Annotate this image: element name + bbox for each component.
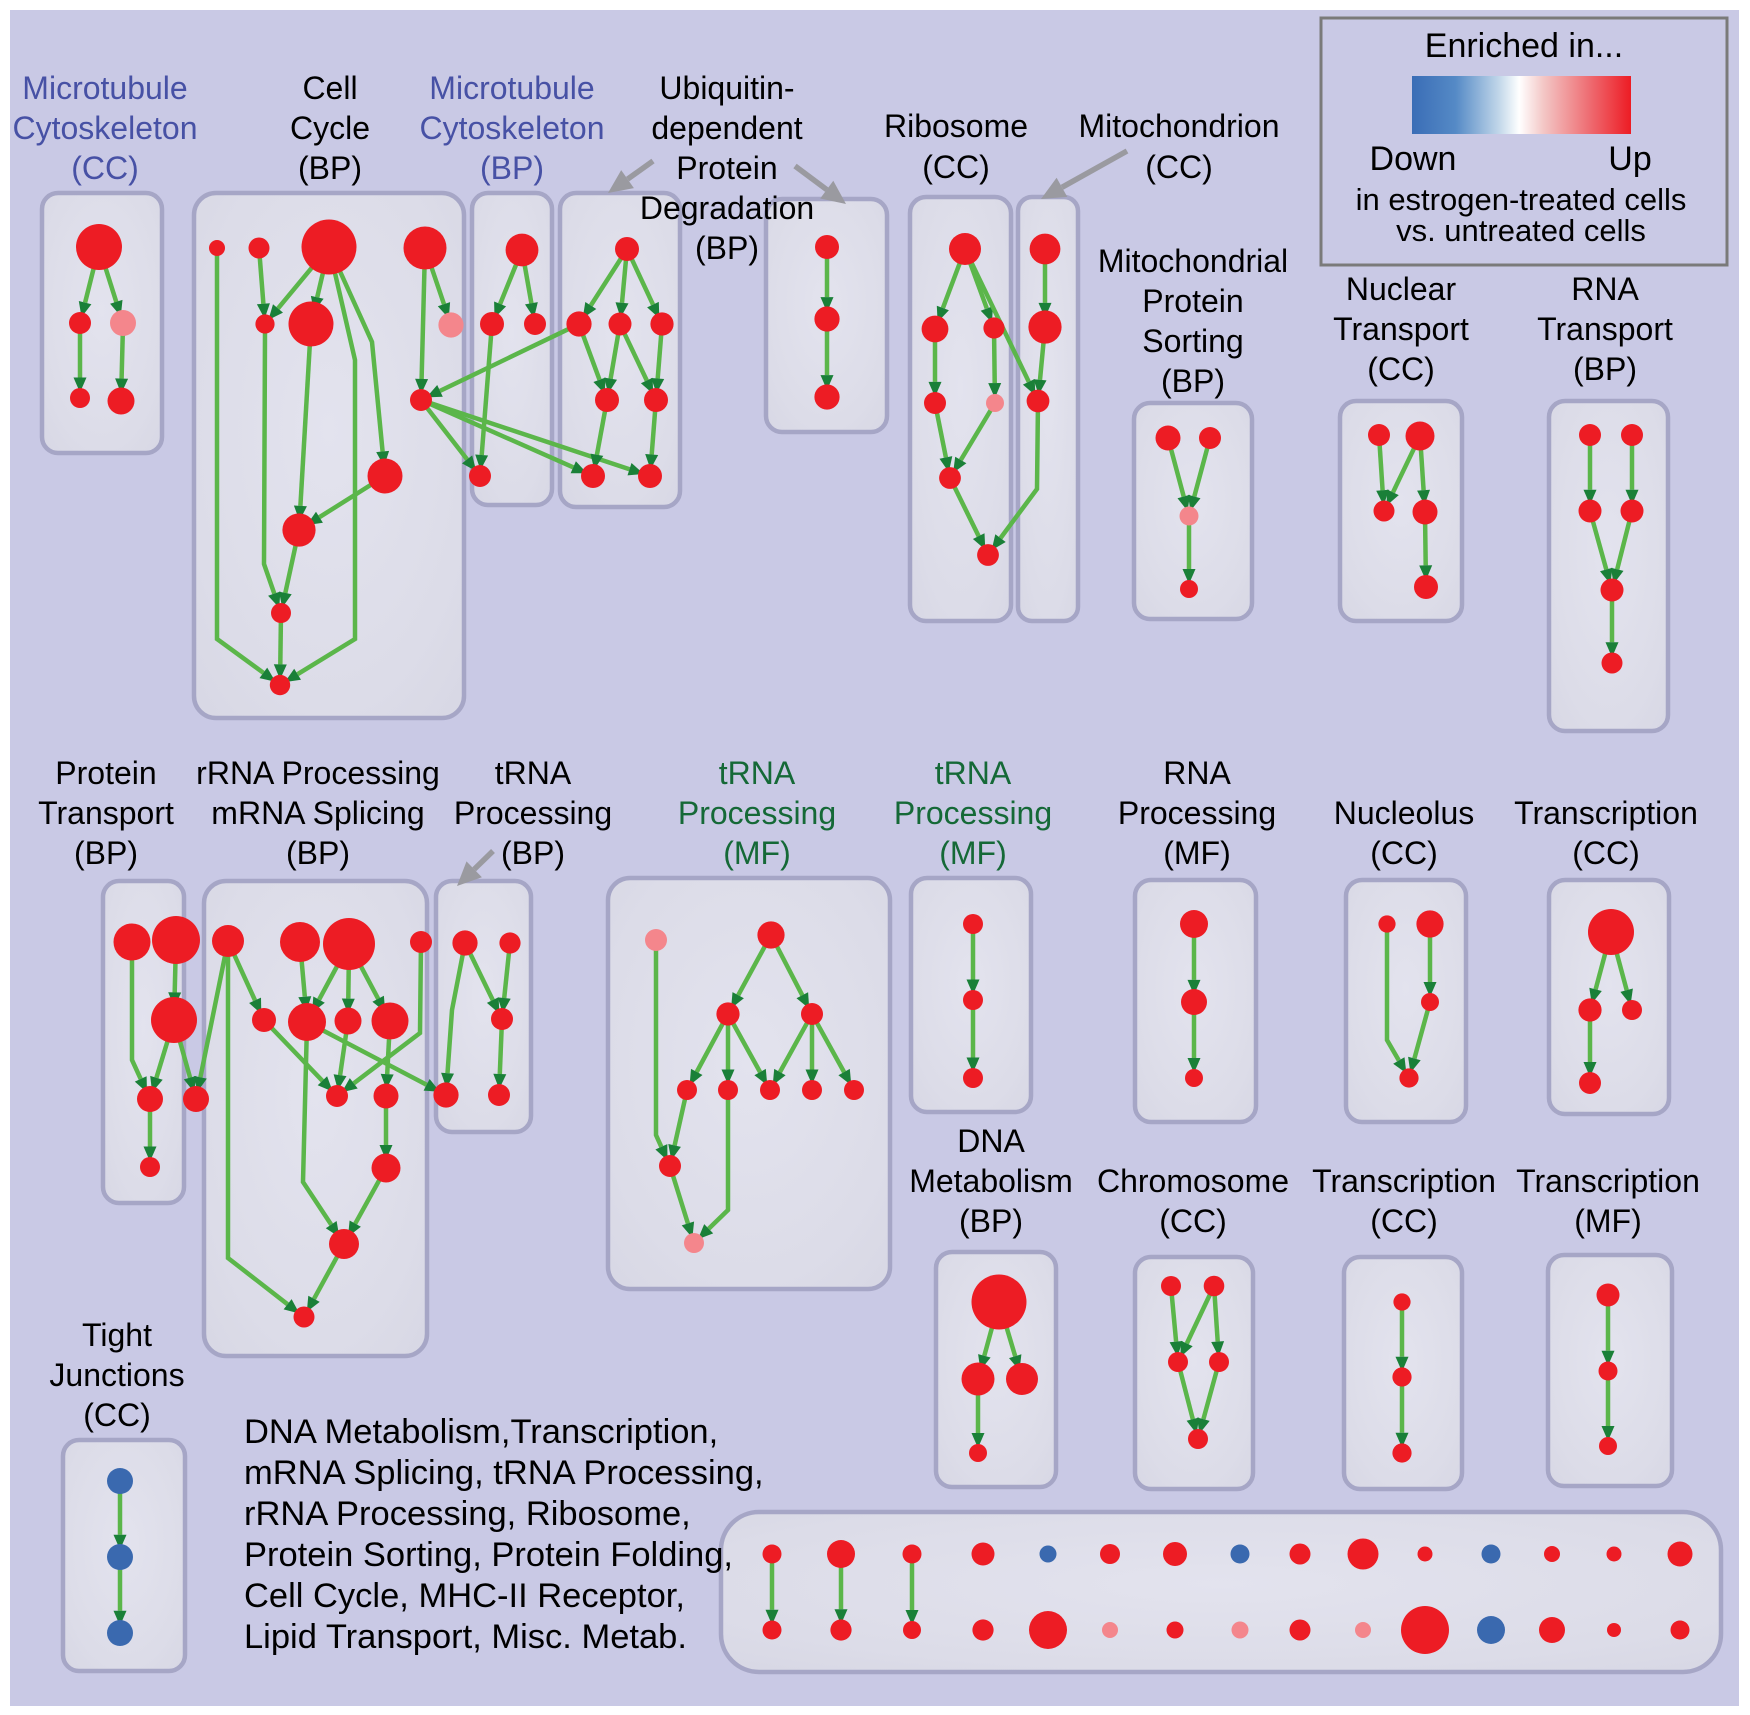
svg-text:(MF): (MF) bbox=[723, 835, 791, 871]
svg-text:DNA: DNA bbox=[957, 1123, 1025, 1159]
svg-text:(BP): (BP) bbox=[298, 150, 362, 186]
svg-text:Protein: Protein bbox=[676, 150, 777, 186]
svg-text:Enriched in...: Enriched in... bbox=[1425, 27, 1623, 65]
svg-text:(CC): (CC) bbox=[1370, 835, 1438, 871]
svg-text:mRNA Splicing: mRNA Splicing bbox=[211, 795, 424, 831]
svg-text:(CC): (CC) bbox=[1572, 835, 1640, 871]
svg-text:Transport: Transport bbox=[1537, 311, 1673, 347]
svg-text:(CC): (CC) bbox=[1145, 149, 1213, 185]
svg-text:Protein: Protein bbox=[1142, 283, 1243, 319]
svg-text:Transcription: Transcription bbox=[1516, 1163, 1700, 1199]
svg-text:Lipid Transport, Misc. Metab.: Lipid Transport, Misc. Metab. bbox=[244, 1618, 687, 1656]
svg-text:Microtubule: Microtubule bbox=[22, 70, 187, 106]
svg-text:Processing: Processing bbox=[1118, 795, 1276, 831]
svg-text:Transport: Transport bbox=[38, 795, 174, 831]
svg-text:Microtubule: Microtubule bbox=[429, 70, 594, 106]
svg-text:rRNA Processing: rRNA Processing bbox=[196, 755, 440, 791]
svg-text:Mitochondrial: Mitochondrial bbox=[1098, 243, 1288, 279]
svg-text:Nuclear: Nuclear bbox=[1346, 271, 1457, 307]
svg-text:(CC): (CC) bbox=[1159, 1203, 1227, 1239]
svg-text:in estrogen-treated cells: in estrogen-treated cells bbox=[1356, 182, 1687, 217]
svg-text:(MF): (MF) bbox=[939, 835, 1007, 871]
svg-text:(BP): (BP) bbox=[695, 230, 759, 266]
svg-text:(CC): (CC) bbox=[1367, 351, 1435, 387]
svg-text:(BP): (BP) bbox=[1573, 351, 1637, 387]
svg-text:(BP): (BP) bbox=[74, 835, 138, 871]
svg-text:Metabolism: Metabolism bbox=[909, 1163, 1073, 1199]
svg-text:tRNA: tRNA bbox=[719, 755, 796, 791]
svg-text:(CC): (CC) bbox=[922, 149, 990, 185]
svg-text:vs. untreated cells: vs. untreated cells bbox=[1396, 213, 1646, 248]
svg-text:Sorting: Sorting bbox=[1142, 323, 1243, 359]
svg-text:Processing: Processing bbox=[678, 795, 836, 831]
svg-text:tRNA: tRNA bbox=[935, 755, 1012, 791]
svg-text:(CC): (CC) bbox=[83, 1397, 151, 1433]
svg-text:Mitochondrion: Mitochondrion bbox=[1079, 108, 1280, 144]
svg-text:(MF): (MF) bbox=[1163, 835, 1231, 871]
svg-text:Processing: Processing bbox=[894, 795, 1052, 831]
svg-text:Processing: Processing bbox=[454, 795, 612, 831]
svg-text:Nucleolus: Nucleolus bbox=[1334, 795, 1475, 831]
svg-text:Cytoskeleton: Cytoskeleton bbox=[420, 110, 605, 146]
svg-text:Protein: Protein bbox=[55, 755, 156, 791]
svg-text:Ubiquitin-: Ubiquitin- bbox=[659, 70, 794, 106]
svg-text:(BP): (BP) bbox=[286, 835, 350, 871]
svg-text:Cycle: Cycle bbox=[290, 110, 370, 146]
svg-text:RNA: RNA bbox=[1571, 271, 1639, 307]
svg-text:Tight: Tight bbox=[82, 1317, 152, 1353]
svg-text:Transport: Transport bbox=[1333, 311, 1469, 347]
svg-text:(CC): (CC) bbox=[1370, 1203, 1438, 1239]
svg-text:DNA Metabolism,Transcription,: DNA Metabolism,Transcription, bbox=[244, 1413, 718, 1451]
svg-text:(CC): (CC) bbox=[71, 150, 139, 186]
svg-text:Chromosome: Chromosome bbox=[1097, 1163, 1289, 1199]
svg-text:Up: Up bbox=[1608, 140, 1651, 178]
svg-text:RNA: RNA bbox=[1163, 755, 1231, 791]
svg-text:(BP): (BP) bbox=[1161, 363, 1225, 399]
svg-text:Down: Down bbox=[1370, 140, 1457, 178]
svg-text:tRNA: tRNA bbox=[495, 755, 572, 791]
svg-text:Transcription: Transcription bbox=[1514, 795, 1698, 831]
svg-text:(MF): (MF) bbox=[1574, 1203, 1642, 1239]
svg-text:(BP): (BP) bbox=[480, 150, 544, 186]
svg-text:mRNA Splicing, tRNA Processing: mRNA Splicing, tRNA Processing, bbox=[244, 1454, 764, 1492]
svg-text:(BP): (BP) bbox=[501, 835, 565, 871]
svg-text:Transcription: Transcription bbox=[1312, 1163, 1496, 1199]
svg-text:Cell: Cell bbox=[302, 70, 357, 106]
svg-text:rRNA Processing, Ribosome,: rRNA Processing, Ribosome, bbox=[244, 1495, 691, 1533]
svg-text:Junctions: Junctions bbox=[49, 1357, 184, 1393]
svg-text:Degradation: Degradation bbox=[640, 190, 814, 226]
svg-text:Cytoskeleton: Cytoskeleton bbox=[13, 110, 198, 146]
svg-text:Ribosome: Ribosome bbox=[884, 108, 1028, 144]
svg-text:dependent: dependent bbox=[651, 110, 802, 146]
svg-text:Protein Sorting, Protein Foldi: Protein Sorting, Protein Folding, bbox=[244, 1536, 733, 1574]
svg-text:Cell Cycle, MHC-II Receptor,: Cell Cycle, MHC-II Receptor, bbox=[244, 1577, 685, 1615]
svg-text:(BP): (BP) bbox=[959, 1203, 1023, 1239]
